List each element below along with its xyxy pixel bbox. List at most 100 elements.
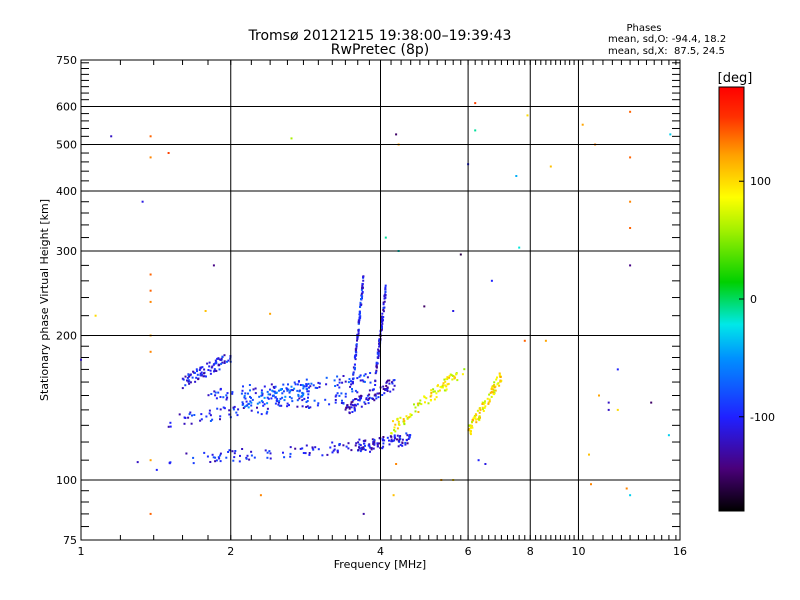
echo-point	[438, 389, 441, 392]
echo-point	[363, 401, 366, 404]
echo-point	[418, 402, 421, 405]
echo-point	[266, 402, 269, 405]
echo-point	[364, 402, 367, 405]
echo-point	[349, 403, 352, 406]
echo-point	[336, 449, 339, 452]
echo-point	[312, 384, 315, 387]
echo-point	[357, 441, 360, 444]
echo-point	[430, 399, 432, 402]
echo-point	[260, 391, 263, 394]
echo-point	[377, 357, 380, 359]
echo-point	[478, 415, 481, 418]
echo-point	[246, 454, 249, 457]
echo-point	[382, 385, 385, 388]
echo-point	[276, 397, 279, 400]
echo-point	[334, 401, 337, 404]
echo-point	[420, 403, 423, 406]
echo-point	[470, 426, 472, 429]
echo-point	[314, 446, 317, 449]
echo-point	[294, 447, 297, 450]
echo-point	[226, 392, 229, 395]
echo-point	[497, 382, 500, 385]
echo-point	[469, 433, 472, 436]
echo-point	[299, 447, 302, 450]
echo-point	[357, 319, 360, 322]
echo-point	[382, 310, 385, 313]
echo-point	[444, 384, 446, 387]
echo-point	[399, 416, 402, 419]
echo-point	[360, 397, 362, 399]
echo-point	[491, 385, 494, 388]
echo-point	[489, 391, 492, 394]
echo-point	[435, 392, 438, 395]
echo-point	[289, 452, 292, 455]
echo-point	[358, 438, 361, 441]
echo-point	[299, 384, 302, 386]
echo-point	[433, 390, 436, 393]
echo-point	[350, 383, 353, 386]
echo-point	[214, 456, 217, 459]
echo-point	[490, 395, 493, 398]
echo-point	[280, 404, 283, 407]
echo-point	[629, 200, 632, 203]
echo-point	[375, 366, 378, 369]
echo-point	[373, 438, 375, 441]
echo-point	[267, 397, 270, 400]
echo-point	[376, 445, 379, 448]
echo-point	[359, 450, 362, 453]
echo-point	[433, 398, 436, 401]
echo-point	[397, 445, 400, 448]
echo-point	[241, 389, 244, 392]
echo-point	[216, 357, 219, 360]
echo-point	[432, 388, 435, 391]
echo-point	[378, 437, 381, 439]
echo-point	[348, 406, 351, 409]
echo-point	[203, 372, 205, 375]
echo-point	[393, 379, 396, 381]
echo-point	[394, 437, 397, 440]
echo-point	[266, 456, 269, 459]
echo-point	[329, 446, 332, 449]
echo-point	[274, 392, 277, 395]
echo-point	[382, 436, 385, 438]
echo-point	[473, 416, 476, 419]
echo-point	[363, 380, 366, 383]
echo-point	[263, 385, 266, 388]
echo-point	[496, 383, 499, 386]
echo-point	[284, 395, 287, 398]
echo-point	[375, 364, 378, 367]
echo-point	[382, 445, 385, 448]
echo-point	[452, 310, 455, 312]
y-tick-label: 400	[56, 185, 77, 198]
echo-point	[214, 359, 217, 362]
echo-point	[499, 376, 502, 378]
echo-point	[254, 387, 257, 390]
echo-point	[331, 441, 334, 444]
echo-point	[370, 447, 373, 450]
echo-point	[258, 395, 261, 398]
echo-point	[338, 378, 341, 381]
echo-point	[316, 387, 319, 389]
echo-point	[206, 362, 209, 365]
echo-point	[243, 396, 246, 399]
echo-point	[394, 423, 397, 426]
echo-point	[629, 227, 632, 229]
echo-point	[290, 385, 293, 388]
echo-point	[494, 389, 497, 392]
echo-point	[487, 401, 490, 404]
echo-point	[250, 404, 253, 407]
echo-point	[231, 392, 234, 395]
echo-point	[409, 413, 412, 416]
echo-point	[478, 407, 481, 410]
echo-point	[308, 407, 310, 409]
echo-point	[260, 389, 263, 392]
echo-point	[490, 279, 493, 282]
echo-point	[385, 388, 387, 391]
echo-point	[293, 381, 296, 384]
echo-point	[401, 442, 404, 445]
echo-point	[342, 402, 345, 404]
echo-point	[359, 315, 362, 318]
echo-point	[219, 387, 222, 390]
x-tick-label: 2	[227, 545, 234, 558]
echo-point	[307, 390, 310, 393]
